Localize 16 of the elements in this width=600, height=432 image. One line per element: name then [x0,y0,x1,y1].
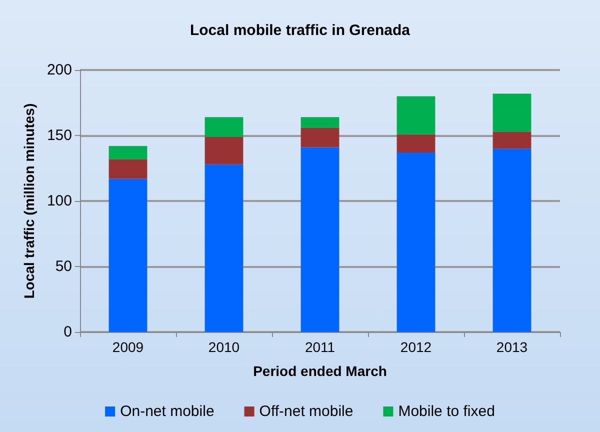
legend-label: Off-net mobile [259,403,354,420]
x-tick-label: 2012 [400,339,432,355]
y-tick-label: 100 [46,192,72,210]
legend-label: Mobile to fixed [398,403,495,420]
y-tick-label: 50 [55,258,72,275]
legend-label: On-net mobile [120,403,214,420]
chart-title: Local mobile traffic in Grenada [190,22,411,39]
x-tick-label: 2013 [496,339,528,355]
x-axis-title: Period ended March [253,363,387,379]
x-tick-label: 2009 [112,339,144,355]
y-tick-label: 150 [46,127,72,144]
x-tick-label: 2011 [304,339,336,355]
y-axis-title: Local traffic (million minutes) [21,103,38,299]
x-tick-label: 2010 [208,339,240,355]
y-tick-label: 0 [64,324,72,340]
y-tick-label: 200 [46,62,72,78]
